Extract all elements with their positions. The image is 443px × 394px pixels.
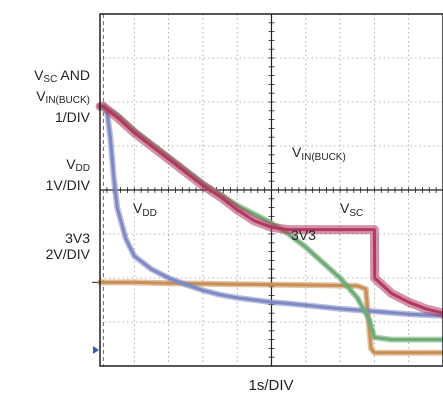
plot-frame xyxy=(99,13,443,367)
v3v3-scale: 2V/DIV xyxy=(45,246,90,262)
vdd-scale: 1V/DIV xyxy=(45,177,90,193)
vsc-vin-scale: 1/DIV xyxy=(54,109,90,125)
v3v3-channel-label: 3V3 2V/DIV xyxy=(46,230,90,262)
vsc-vin-channel-label: VSC AND VIN(BUCK) 1/DIV xyxy=(34,67,90,125)
vdd-label-name: VDD xyxy=(66,156,90,174)
vdd-channel-label: VDD 1V/DIV xyxy=(46,156,90,193)
graticule xyxy=(92,13,443,367)
ground-marker xyxy=(93,346,99,354)
trace-group xyxy=(95,101,443,356)
vsc-annotation: VSC xyxy=(340,200,363,219)
vsc-vin-label-line1: VSC AND xyxy=(34,67,90,85)
vsc-vin-label-line2: VIN(BUCK) xyxy=(36,88,90,106)
vin-buck-annotation: VIN(BUCK) xyxy=(292,144,346,163)
vin_buck-trace xyxy=(98,104,443,315)
x-axis-label: 1s/DIV xyxy=(248,377,293,394)
v3v3-label-name: 3V3 xyxy=(65,230,90,246)
vdd-annotation: VDD xyxy=(133,200,157,219)
v3v3-annotation: 3V3 xyxy=(291,227,316,243)
vdd-trace xyxy=(98,104,443,318)
